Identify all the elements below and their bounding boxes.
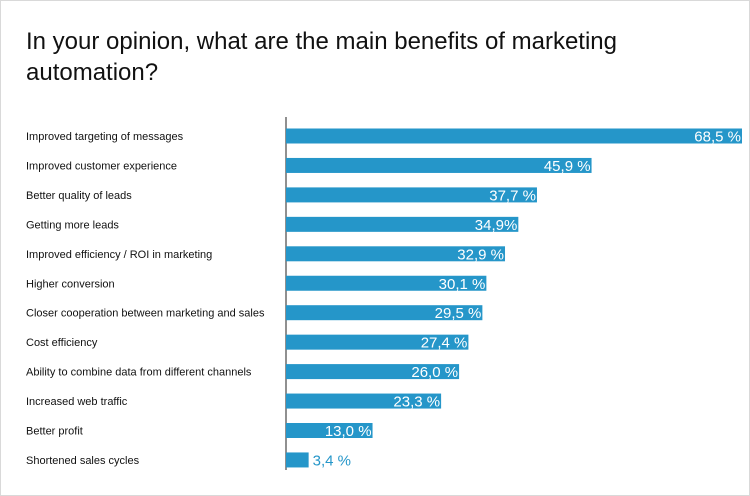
- value-label: 37,7 %: [489, 187, 536, 204]
- value-label: 68,5 %: [694, 129, 741, 146]
- category-label: Ability to combine data from different c…: [26, 367, 252, 379]
- bar: [286, 334, 469, 350]
- category-label: Improved targeting of messages: [26, 131, 184, 143]
- category-label: Closer cooperation between marketing and…: [26, 308, 265, 320]
- value-label: 45,9 %: [544, 158, 591, 175]
- category-label: Better quality of leads: [26, 190, 132, 202]
- bar: [286, 364, 460, 380]
- bar: [286, 452, 309, 468]
- value-label: 29,5 %: [435, 305, 482, 322]
- category-label: Cost efficiency: [26, 337, 98, 349]
- bar: [286, 246, 506, 262]
- value-label: 27,4 %: [421, 335, 468, 352]
- category-label: Getting more leads: [26, 219, 119, 231]
- bar: [286, 423, 373, 438]
- category-label: Higher conversion: [26, 278, 115, 290]
- category-label: Increased web traffic: [26, 396, 128, 408]
- value-label: 23,3 %: [393, 394, 440, 411]
- bar: [286, 393, 442, 409]
- value-label: 34,9%: [475, 217, 518, 234]
- category-label: Improved customer experience: [26, 160, 177, 172]
- value-label: 3,4 %: [313, 452, 351, 469]
- bar: [286, 157, 592, 173]
- category-label: Improved efficiency / ROI in marketing: [26, 249, 212, 261]
- bar: [286, 305, 483, 321]
- bar: [286, 128, 742, 144]
- bar: [286, 275, 487, 291]
- bar: [286, 216, 519, 232]
- category-label: Better profit: [26, 426, 83, 438]
- value-label: 26,0 %: [411, 364, 458, 381]
- value-label: 32,9 %: [457, 246, 504, 263]
- bar: [286, 187, 537, 203]
- category-label: Shortened sales cycles: [26, 455, 140, 467]
- value-label: 30,1 %: [439, 276, 486, 293]
- chart-title: In your opinion, what are the main benef…: [26, 28, 617, 86]
- value-label: 13,0 %: [325, 423, 372, 440]
